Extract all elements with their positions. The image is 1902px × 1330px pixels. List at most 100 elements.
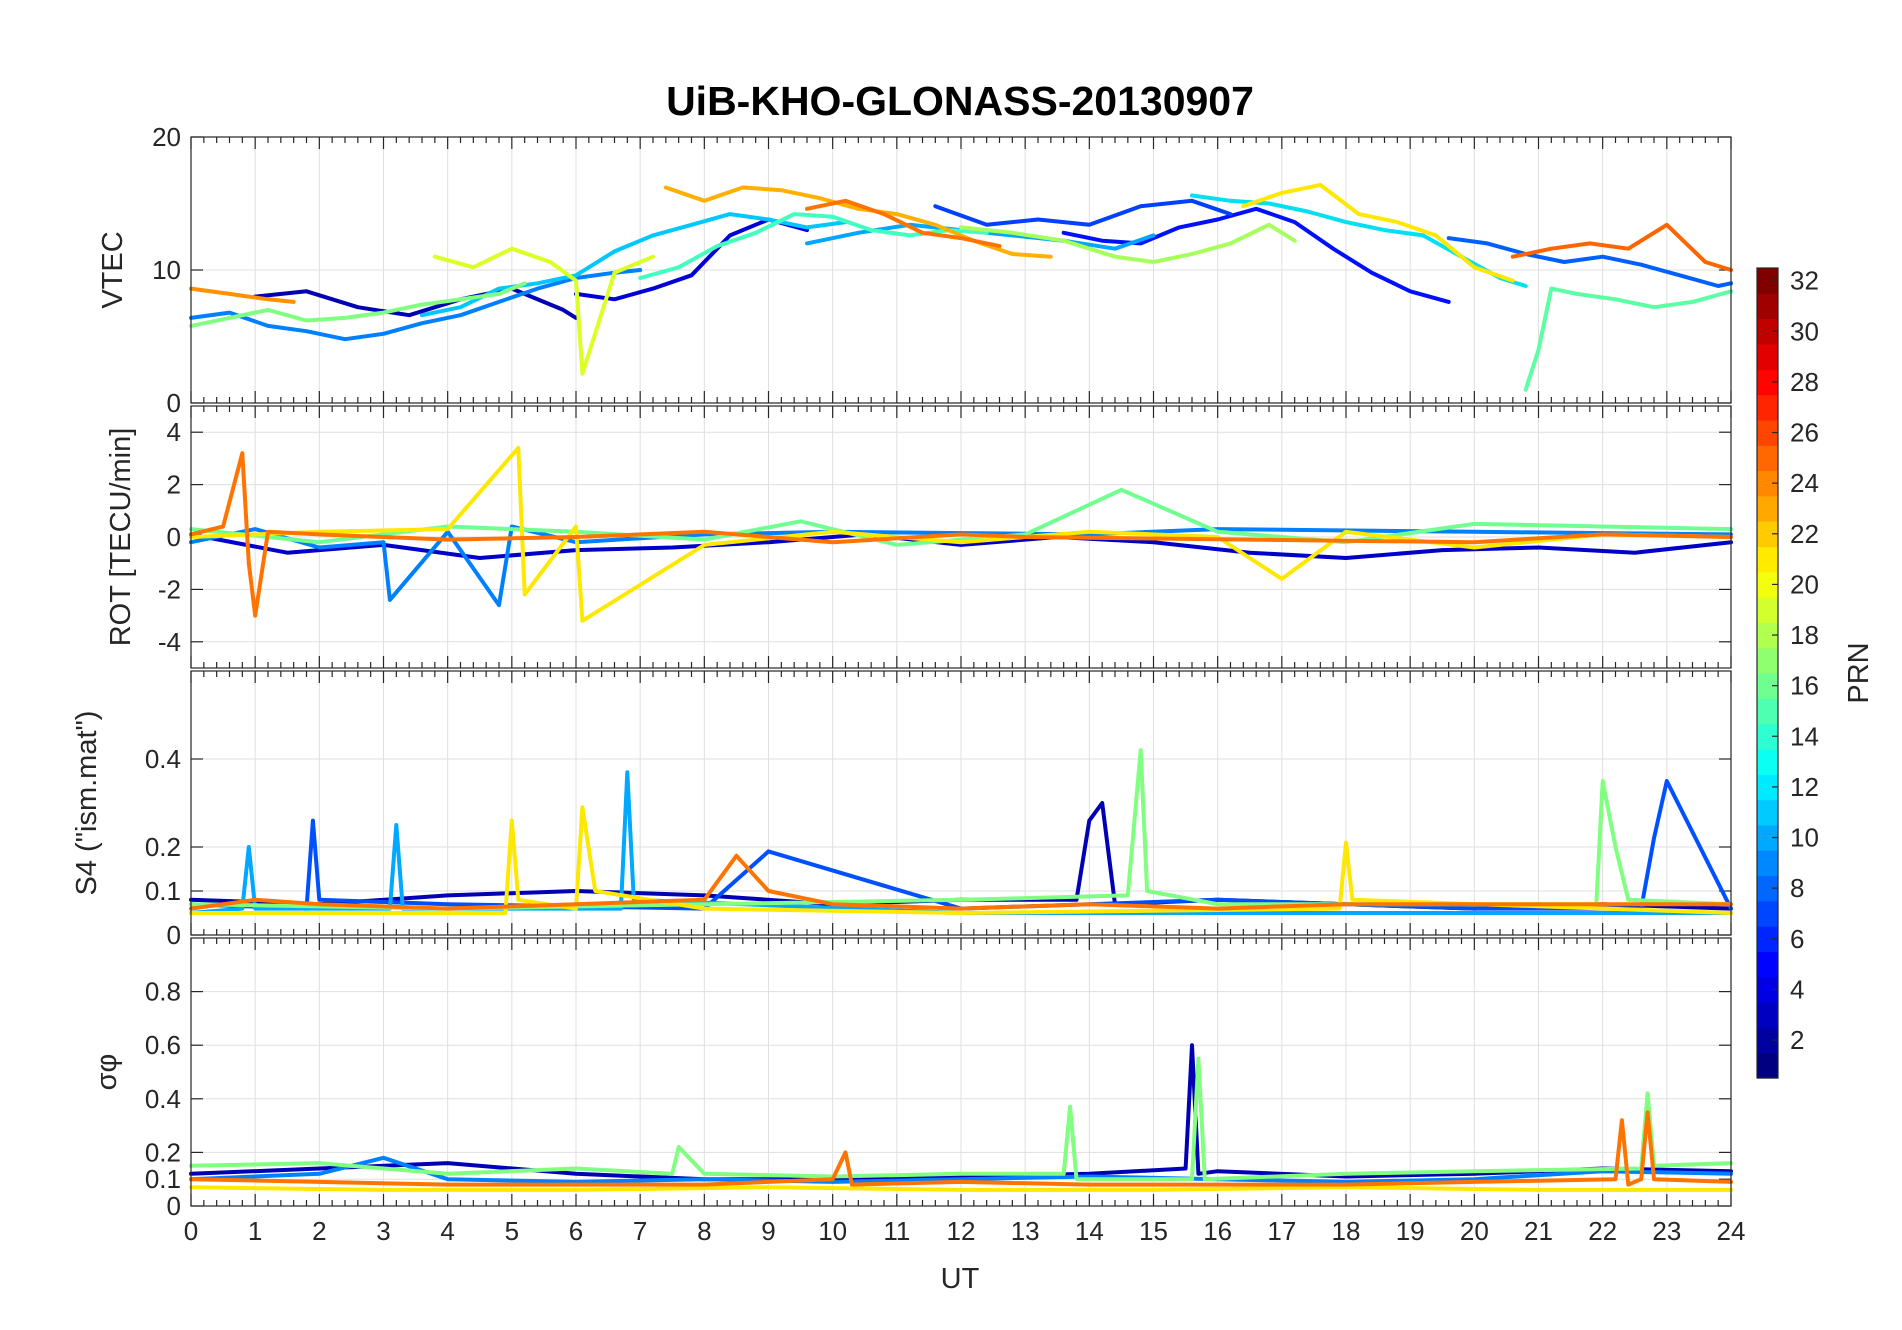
- series-line-prn-8: [189, 1155, 1733, 1184]
- x-tick-label: 22: [1588, 1216, 1617, 1246]
- series-line-prn-2: [189, 1043, 1733, 1182]
- series-line-prn-20: [189, 1185, 1733, 1192]
- colorbar-tick-label: 26: [1790, 418, 1819, 448]
- series-line-prn-11: [420, 212, 848, 318]
- series-line-prn-8: [189, 524, 1733, 608]
- x-tick-label: 13: [1011, 1216, 1040, 1246]
- colorbar-segment: [1757, 546, 1778, 573]
- y-tick-label: 0: [167, 1191, 181, 1221]
- x-tick-label: 1: [248, 1216, 262, 1246]
- series-line-prn-24: [189, 451, 1733, 618]
- y-tick-label: 0: [167, 388, 181, 418]
- series-line-prn-24: [189, 853, 1733, 911]
- y-tick-label: 0: [167, 522, 181, 552]
- y-tick-label: 0.6: [145, 1030, 181, 1060]
- colorbar-tick-label: 22: [1790, 519, 1819, 549]
- colorbar-segment: [1757, 470, 1778, 497]
- panel-3: 0 0.1 0.2 0.4 S4 ("ism.mat"): [71, 670, 1733, 950]
- colorbar-tick-label: 4: [1790, 974, 1804, 1004]
- colorbar-tick-label: 24: [1790, 468, 1819, 498]
- series-line-prn-20: [189, 805, 1733, 915]
- y-tick-label: 2: [167, 470, 181, 500]
- colorbar-segment: [1757, 875, 1778, 902]
- colorbar-segment: [1757, 343, 1778, 370]
- y-tick-label: 0.4: [145, 1084, 181, 1114]
- y-tick-label: 4: [167, 417, 181, 447]
- x-tick-label: 16: [1203, 1216, 1232, 1246]
- colorbar-segment: [1757, 748, 1778, 775]
- colorbar-tick-label: 12: [1790, 772, 1819, 802]
- colorbar-segment: [1757, 597, 1778, 623]
- x-tick-label: 6: [569, 1216, 583, 1246]
- y-tick-label: 0.8: [145, 977, 181, 1007]
- colorbar-tick-label: 14: [1790, 721, 1819, 751]
- y-tick-label: 0.4: [145, 744, 181, 774]
- colorbar-segment: [1757, 673, 1778, 699]
- x-tick-label: 4: [440, 1216, 454, 1246]
- y-axis-label: VTEC: [97, 231, 129, 308]
- y-tick-label: 0.1: [145, 1164, 181, 1194]
- series-line-prn-6: [189, 779, 1733, 911]
- panel-4: 00.10.2 0.4 0.6 0.8 σφ: [91, 937, 1733, 1221]
- x-tick-label: 19: [1396, 1216, 1425, 1246]
- colorbar-tick-label: 2: [1790, 1025, 1804, 1055]
- x-tick-label: 17: [1267, 1216, 1296, 1246]
- x-tick-label: 10: [818, 1216, 847, 1246]
- series-line-prn-17: [959, 222, 1297, 264]
- colorbar-segment: [1757, 698, 1778, 725]
- x-tick-label: 23: [1652, 1216, 1681, 1246]
- colorbar-segment: [1757, 495, 1778, 522]
- colorbar-segment: [1757, 1027, 1778, 1054]
- x-tick-label: 11: [883, 1216, 910, 1246]
- colorbar-segment: [1757, 647, 1778, 674]
- colorbar-segment: [1757, 799, 1778, 826]
- series-line-prn-25: [1510, 222, 1733, 272]
- colorbar-tick-label: 28: [1790, 367, 1819, 397]
- colorbar-tick-label: 18: [1790, 620, 1819, 650]
- axes-frame: [190, 136, 1732, 404]
- y-tick-label: 10: [152, 255, 181, 285]
- colorbar-segment: [1757, 521, 1778, 548]
- x-tick-label: 7: [633, 1216, 647, 1246]
- series-line-prn-20: [189, 445, 1733, 623]
- colorbar-segment: [1757, 1002, 1778, 1028]
- colorbar-segment: [1757, 926, 1778, 953]
- series-line-prn-20: [1241, 182, 1515, 283]
- colorbar-tick-label: 16: [1790, 671, 1819, 701]
- colorbar-segment: [1757, 318, 1778, 345]
- panel-2: -4 -2 0 2 4 ROT [TECU/min]: [105, 405, 1733, 669]
- y-tick-label: -4: [158, 627, 181, 657]
- colorbar-segment: [1757, 622, 1778, 649]
- series-line-prn-2: [253, 286, 578, 320]
- y-tick-label: 0.2: [145, 832, 181, 862]
- axes-frame: [190, 670, 1732, 936]
- axes-frame: [190, 405, 1732, 669]
- series-line-prn-5: [933, 198, 1233, 227]
- x-tick-label: 3: [376, 1216, 390, 1246]
- y-tick-label: 0.1: [145, 876, 181, 906]
- x-tick-label: 12: [947, 1216, 976, 1246]
- series-line-prn-16: [189, 281, 527, 328]
- y-axis-label: S4 ("ism.mat"): [71, 711, 103, 896]
- series-line-prn-16: [189, 487, 1733, 547]
- colorbar-segment: [1757, 369, 1778, 396]
- x-tick-label: 15: [1139, 1216, 1168, 1246]
- series-line-prn-23: [189, 286, 296, 304]
- colorbar-segment: [1757, 824, 1778, 851]
- colorbar-segment: [1757, 394, 1778, 421]
- x-axis-label: UT: [941, 1263, 980, 1295]
- x-tick-label: 8: [697, 1216, 711, 1246]
- colorbar-tick-label: 8: [1790, 873, 1804, 903]
- colorbar-segment: [1757, 419, 1778, 446]
- series-line-prn-8: [189, 268, 643, 342]
- colorbar-segment: [1757, 850, 1778, 877]
- series-line-prn-19: [432, 246, 655, 376]
- colorbar-tick-label: 10: [1790, 823, 1819, 853]
- x-tick-label: 21: [1524, 1216, 1553, 1246]
- colorbar-segment: [1757, 723, 1778, 750]
- colorbar-frame: [1756, 267, 1779, 1079]
- colorbar-segment: [1757, 571, 1778, 598]
- x-tick-label: 24: [1717, 1216, 1746, 1246]
